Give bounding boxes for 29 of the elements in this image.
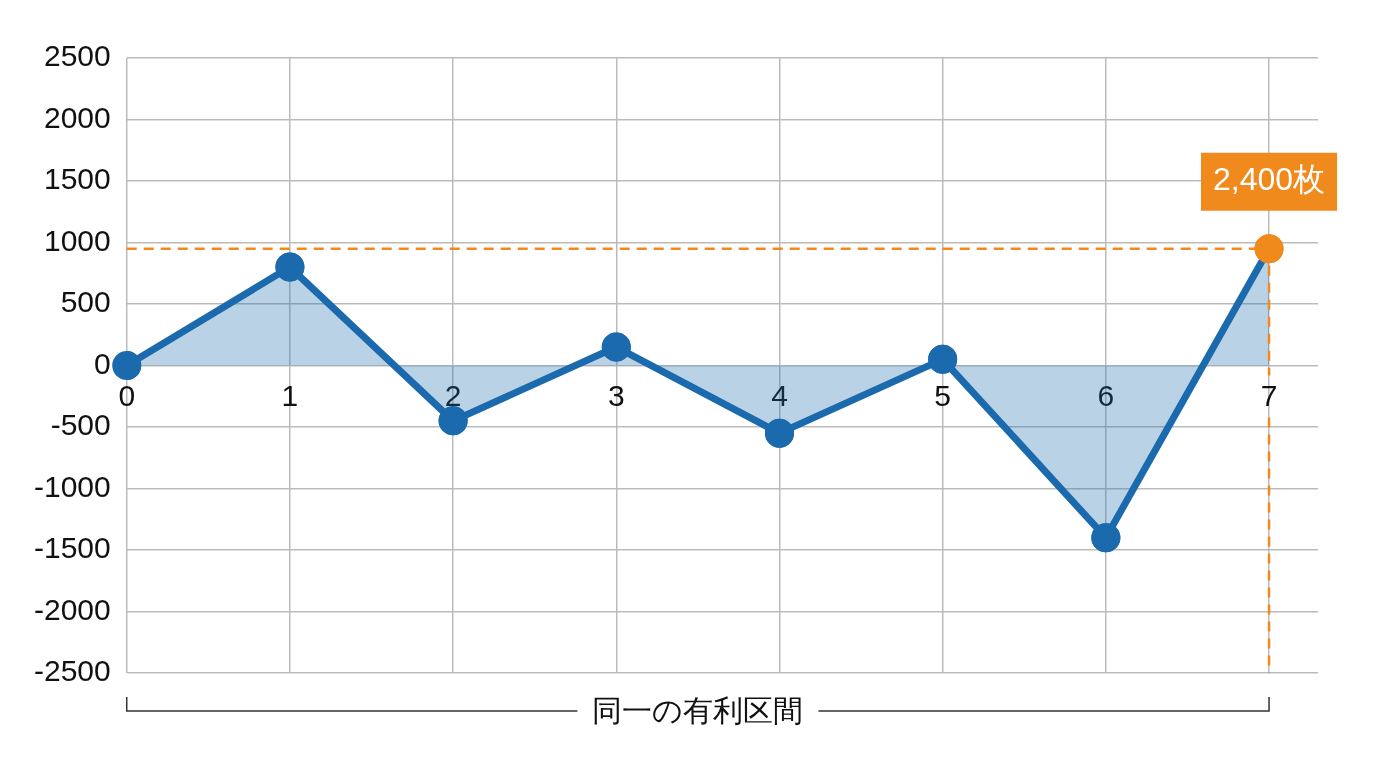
y-tick-label: -1500 xyxy=(33,531,111,565)
x-tick-label: 2 xyxy=(444,378,462,412)
y-tick-label: -500 xyxy=(50,408,111,442)
point xyxy=(275,252,305,282)
point xyxy=(112,351,142,380)
x-tick-label: 7 xyxy=(1260,378,1278,412)
y-tick-label: -1000 xyxy=(33,469,111,503)
x-tick-label: 4 xyxy=(771,378,788,412)
y-tick-label: -2500 xyxy=(33,654,111,688)
y-tick-label: 0 xyxy=(94,346,111,380)
point xyxy=(601,332,631,362)
point xyxy=(1254,234,1284,264)
point xyxy=(1091,523,1121,553)
x-tick-label: 0 xyxy=(118,378,136,412)
point xyxy=(764,418,794,448)
y-tick-label: 2000 xyxy=(43,100,111,134)
y-tick-label: 1000 xyxy=(43,223,111,257)
x-tick-label: 6 xyxy=(1097,378,1115,412)
y-tick-label: -2000 xyxy=(33,592,111,626)
x-tick-label: 5 xyxy=(934,378,952,412)
y-tick-label: 2500 xyxy=(43,39,111,73)
y-tick-label: 500 xyxy=(60,285,111,319)
point xyxy=(928,344,958,374)
annotation: 2,400枚 xyxy=(1213,161,1326,198)
x-tick-label: 1 xyxy=(281,378,299,412)
y-tick-label: 1500 xyxy=(43,162,111,196)
text: 同一の有利区間 xyxy=(592,694,804,728)
x-tick-label: 3 xyxy=(607,378,625,412)
point xyxy=(438,406,468,436)
